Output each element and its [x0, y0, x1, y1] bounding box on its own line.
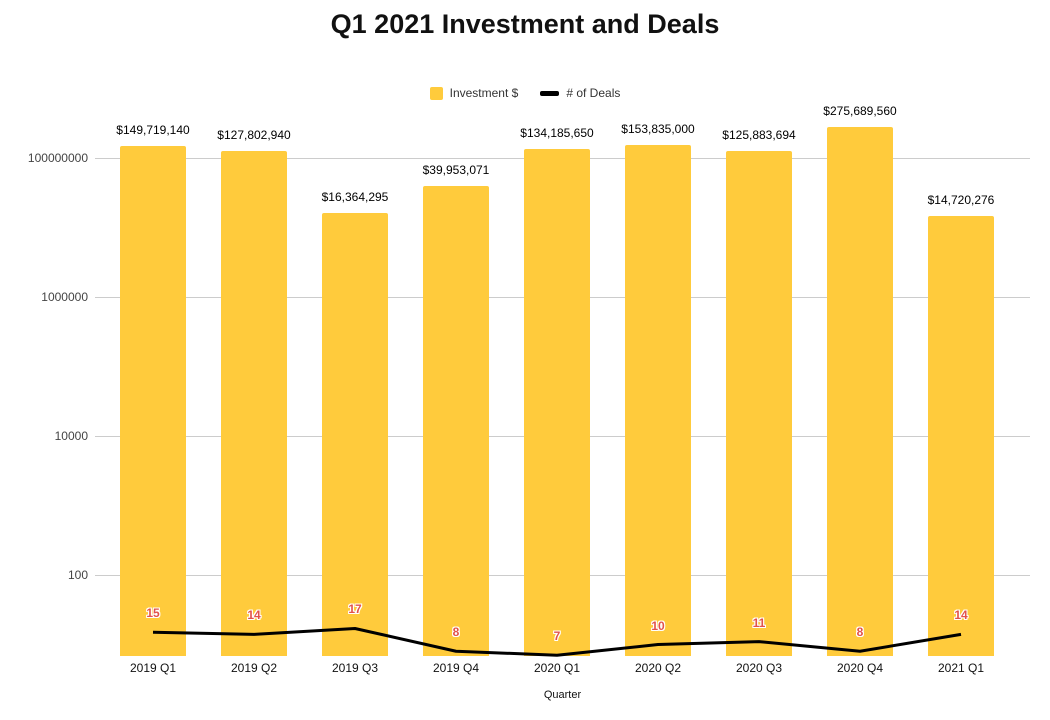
x-axis-label: 2020 Q3 [735, 661, 783, 675]
bar [221, 150, 287, 656]
deal-count-label: 11 [752, 615, 766, 630]
x-axis-label: 2020 Q1 [533, 661, 581, 675]
deal-count-label: 7 [553, 629, 561, 644]
deal-count-label: 8 [856, 625, 864, 640]
bar [827, 127, 893, 656]
bar [928, 215, 994, 656]
deal-count-label: 14 [247, 608, 261, 623]
x-axis-title: Quarter [543, 689, 582, 701]
bar [423, 185, 489, 656]
bar-value-label: $149,719,140 [116, 122, 190, 137]
bar-value-label: $127,802,940 [217, 127, 291, 142]
legend-label-investment: Investment $ [449, 86, 519, 100]
bar [120, 145, 186, 656]
deals-legend-swatch-icon [540, 90, 560, 96]
legend-label-deals: # of Deals [566, 86, 621, 100]
deal-count-label: 10 [651, 618, 665, 633]
legend: Investment $ # of Deals [0, 85, 1050, 101]
chart-title: Q1 2021 Investment and Deals [330, 9, 720, 39]
x-axis-label: 2019 Q3 [331, 661, 379, 675]
bar [625, 144, 691, 656]
y-axis-tick-label: 1000000 [41, 290, 88, 304]
x-axis-label: 2019 Q2 [230, 661, 278, 675]
x-axis-label: 2021 Q1 [937, 661, 985, 675]
bar [524, 149, 590, 656]
bar-value-label: $39,953,071 [422, 162, 490, 177]
x-axis-label: 2020 Q2 [634, 661, 682, 675]
x-axis-label: 2019 Q1 [129, 661, 177, 675]
bar [322, 212, 388, 656]
bar-value-label: $14,720,276 [927, 192, 995, 207]
bar-value-label: $134,185,650 [520, 126, 594, 141]
x-axis-label: 2020 Q4 [836, 661, 884, 675]
y-axis-tick-label: 100000000 [27, 151, 88, 165]
x-axis-label: 2019 Q4 [432, 661, 480, 675]
investment-legend-swatch-icon [429, 86, 443, 100]
deal-count-label: 8 [452, 625, 460, 640]
deal-count-label: 17 [348, 602, 362, 617]
bar [726, 151, 792, 656]
deal-count-label: 15 [146, 606, 160, 621]
deal-count-label: 14 [954, 608, 968, 623]
bar-value-label: $153,835,000 [621, 121, 695, 136]
bar-value-label: $275,689,560 [823, 104, 897, 119]
bar-value-label: $16,364,295 [321, 189, 389, 204]
y-axis-tick-label: 10000 [54, 429, 88, 443]
y-axis-tick-label: 100 [67, 568, 88, 582]
bar-value-label: $125,883,694 [722, 128, 796, 143]
